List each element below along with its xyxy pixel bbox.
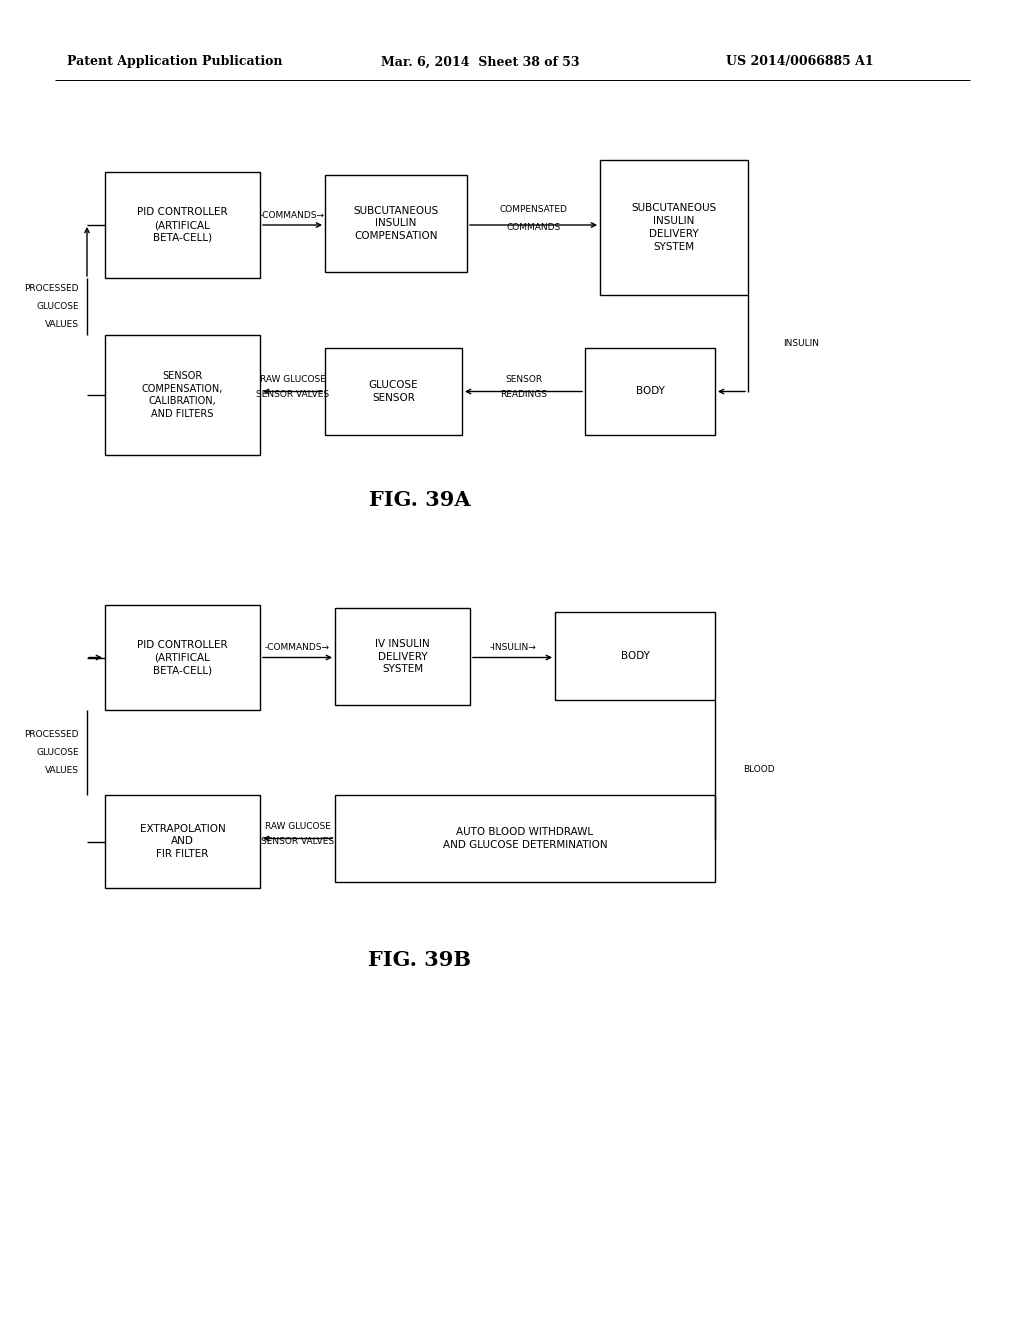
Bar (105, 335, 260, 455)
Text: -INSULIN→: -INSULIN→ (489, 643, 536, 652)
Text: SENSOR: SENSOR (505, 375, 542, 384)
Bar (335, 795, 715, 882)
Bar (325, 176, 467, 272)
Text: FIG. 39A: FIG. 39A (370, 490, 471, 510)
Text: EXTRAPOLATION
AND
FIR FILTER: EXTRAPOLATION AND FIR FILTER (139, 824, 225, 859)
Text: PID CONTROLLER
(ARTIFICAL
BETA-CELL): PID CONTROLLER (ARTIFICAL BETA-CELL) (137, 207, 227, 243)
Text: READINGS: READINGS (500, 389, 547, 399)
Text: RAW GLUCOSE: RAW GLUCOSE (264, 822, 331, 832)
Bar (325, 348, 462, 436)
Text: IV INSULIN
DELIVERY
SYSTEM: IV INSULIN DELIVERY SYSTEM (375, 639, 430, 675)
Text: -COMMANDS→: -COMMANDS→ (260, 210, 325, 219)
Text: GLUCOSE: GLUCOSE (37, 302, 79, 312)
Text: COMPENSATED: COMPENSATED (500, 205, 567, 214)
Text: BODY: BODY (636, 387, 665, 396)
Text: SENSOR
COMPENSATION,
CALIBRATION,
AND FILTERS: SENSOR COMPENSATION, CALIBRATION, AND FI… (141, 371, 223, 420)
Text: SENSOR VALVES: SENSOR VALVES (256, 389, 329, 399)
Text: -COMMANDS→: -COMMANDS→ (265, 643, 330, 652)
Bar (105, 172, 260, 279)
Text: VALUES: VALUES (45, 319, 79, 329)
Text: SUBCUTANEOUS
INSULIN
DELIVERY
SYSTEM: SUBCUTANEOUS INSULIN DELIVERY SYSTEM (632, 203, 717, 252)
Text: Patent Application Publication: Patent Application Publication (68, 55, 283, 69)
Bar (105, 795, 260, 888)
Text: BODY: BODY (621, 651, 649, 661)
Text: BLOOD: BLOOD (743, 764, 774, 774)
Text: US 2014/0066885 A1: US 2014/0066885 A1 (726, 55, 873, 69)
Text: VALUES: VALUES (45, 766, 79, 775)
Text: RAW GLUCOSE: RAW GLUCOSE (259, 375, 326, 384)
Bar (600, 160, 748, 294)
Bar (585, 348, 715, 436)
Text: FIG. 39B: FIG. 39B (369, 950, 471, 970)
Text: AUTO BLOOD WITHDRAWL
AND GLUCOSE DETERMINATION: AUTO BLOOD WITHDRAWL AND GLUCOSE DETERMI… (442, 828, 607, 850)
Text: Mar. 6, 2014  Sheet 38 of 53: Mar. 6, 2014 Sheet 38 of 53 (381, 55, 580, 69)
Text: COMMANDS: COMMANDS (507, 223, 560, 231)
Text: PROCESSED: PROCESSED (25, 730, 79, 739)
Text: INSULIN: INSULIN (783, 339, 819, 347)
Text: GLUCOSE
SENSOR: GLUCOSE SENSOR (369, 380, 419, 403)
Bar (105, 605, 260, 710)
Bar (335, 609, 470, 705)
Bar (555, 612, 715, 700)
Text: SENSOR VALVES: SENSOR VALVES (261, 837, 334, 846)
Text: PROCESSED: PROCESSED (25, 284, 79, 293)
Text: PID CONTROLLER
(ARTIFICAL
BETA-CELL): PID CONTROLLER (ARTIFICAL BETA-CELL) (137, 640, 227, 676)
Text: GLUCOSE: GLUCOSE (37, 748, 79, 756)
Text: SUBCUTANEOUS
INSULIN
COMPENSATION: SUBCUTANEOUS INSULIN COMPENSATION (353, 206, 438, 242)
